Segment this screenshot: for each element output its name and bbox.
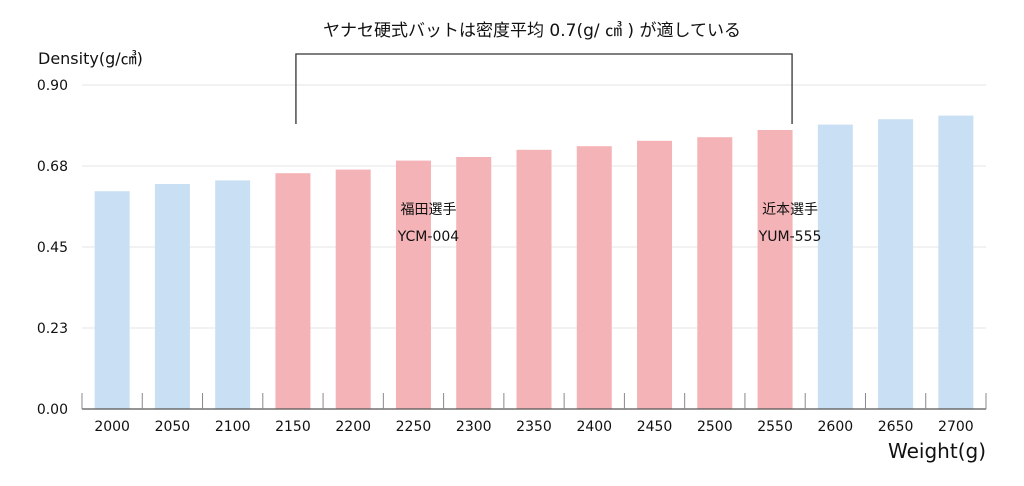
bar-2200 [335,169,371,409]
x-tick-label: 2350 [516,419,552,435]
y-tick-label: 0.00 [37,402,68,418]
player-name-label: 近本選手 [762,202,818,218]
bar-2050 [154,184,190,409]
y-tick-label: 0.90 [37,78,68,94]
x-tick-label: 2700 [938,419,974,435]
bar-2500 [697,137,733,409]
bar-2600 [817,124,853,409]
highlight-bracket [295,53,793,124]
bar-2250 [395,160,431,409]
x-tick-label: 2100 [215,419,251,435]
x-tick-label: 2400 [576,419,612,435]
y-axis-title: Density(g/㎤) [38,49,143,68]
x-tick-label: 2050 [155,419,191,435]
chart-title: ヤナセ硬式バットは密度平均 0.7(g/ ㎤ ) が適している [323,21,741,41]
player-name-label: 福田選手 [400,202,456,218]
bar-2150 [275,173,311,409]
bar-2350 [516,149,552,410]
bar-2000 [94,191,130,409]
bar-2400 [576,146,612,409]
y-tick-label: 0.45 [37,240,68,256]
bar-2450 [637,140,673,410]
x-tick-label: 2300 [456,419,492,435]
x-tick-label: 2250 [396,419,432,435]
x-tick-label: 2550 [757,419,793,435]
bar-2550 [757,130,793,409]
x-tick-label: 2600 [818,419,854,435]
bat-model-label: YUM-555 [758,229,822,245]
bar-2100 [215,180,251,409]
y-tick-label: 0.68 [37,159,68,175]
bat-model-label: YCM-004 [397,229,460,245]
bar-2650 [878,119,914,409]
x-tick-label: 2150 [275,419,311,435]
x-tick-label: 2500 [697,419,733,435]
bar-2300 [456,157,492,409]
x-tick-label: 2650 [878,419,914,435]
x-tick-label: 2000 [94,419,130,435]
x-tick-label: 2200 [335,419,371,435]
bar-2700 [938,115,974,409]
y-tick-label: 0.23 [37,321,68,337]
x-tick-label: 2450 [637,419,673,435]
x-axis-title: Weight(g) [888,439,986,463]
